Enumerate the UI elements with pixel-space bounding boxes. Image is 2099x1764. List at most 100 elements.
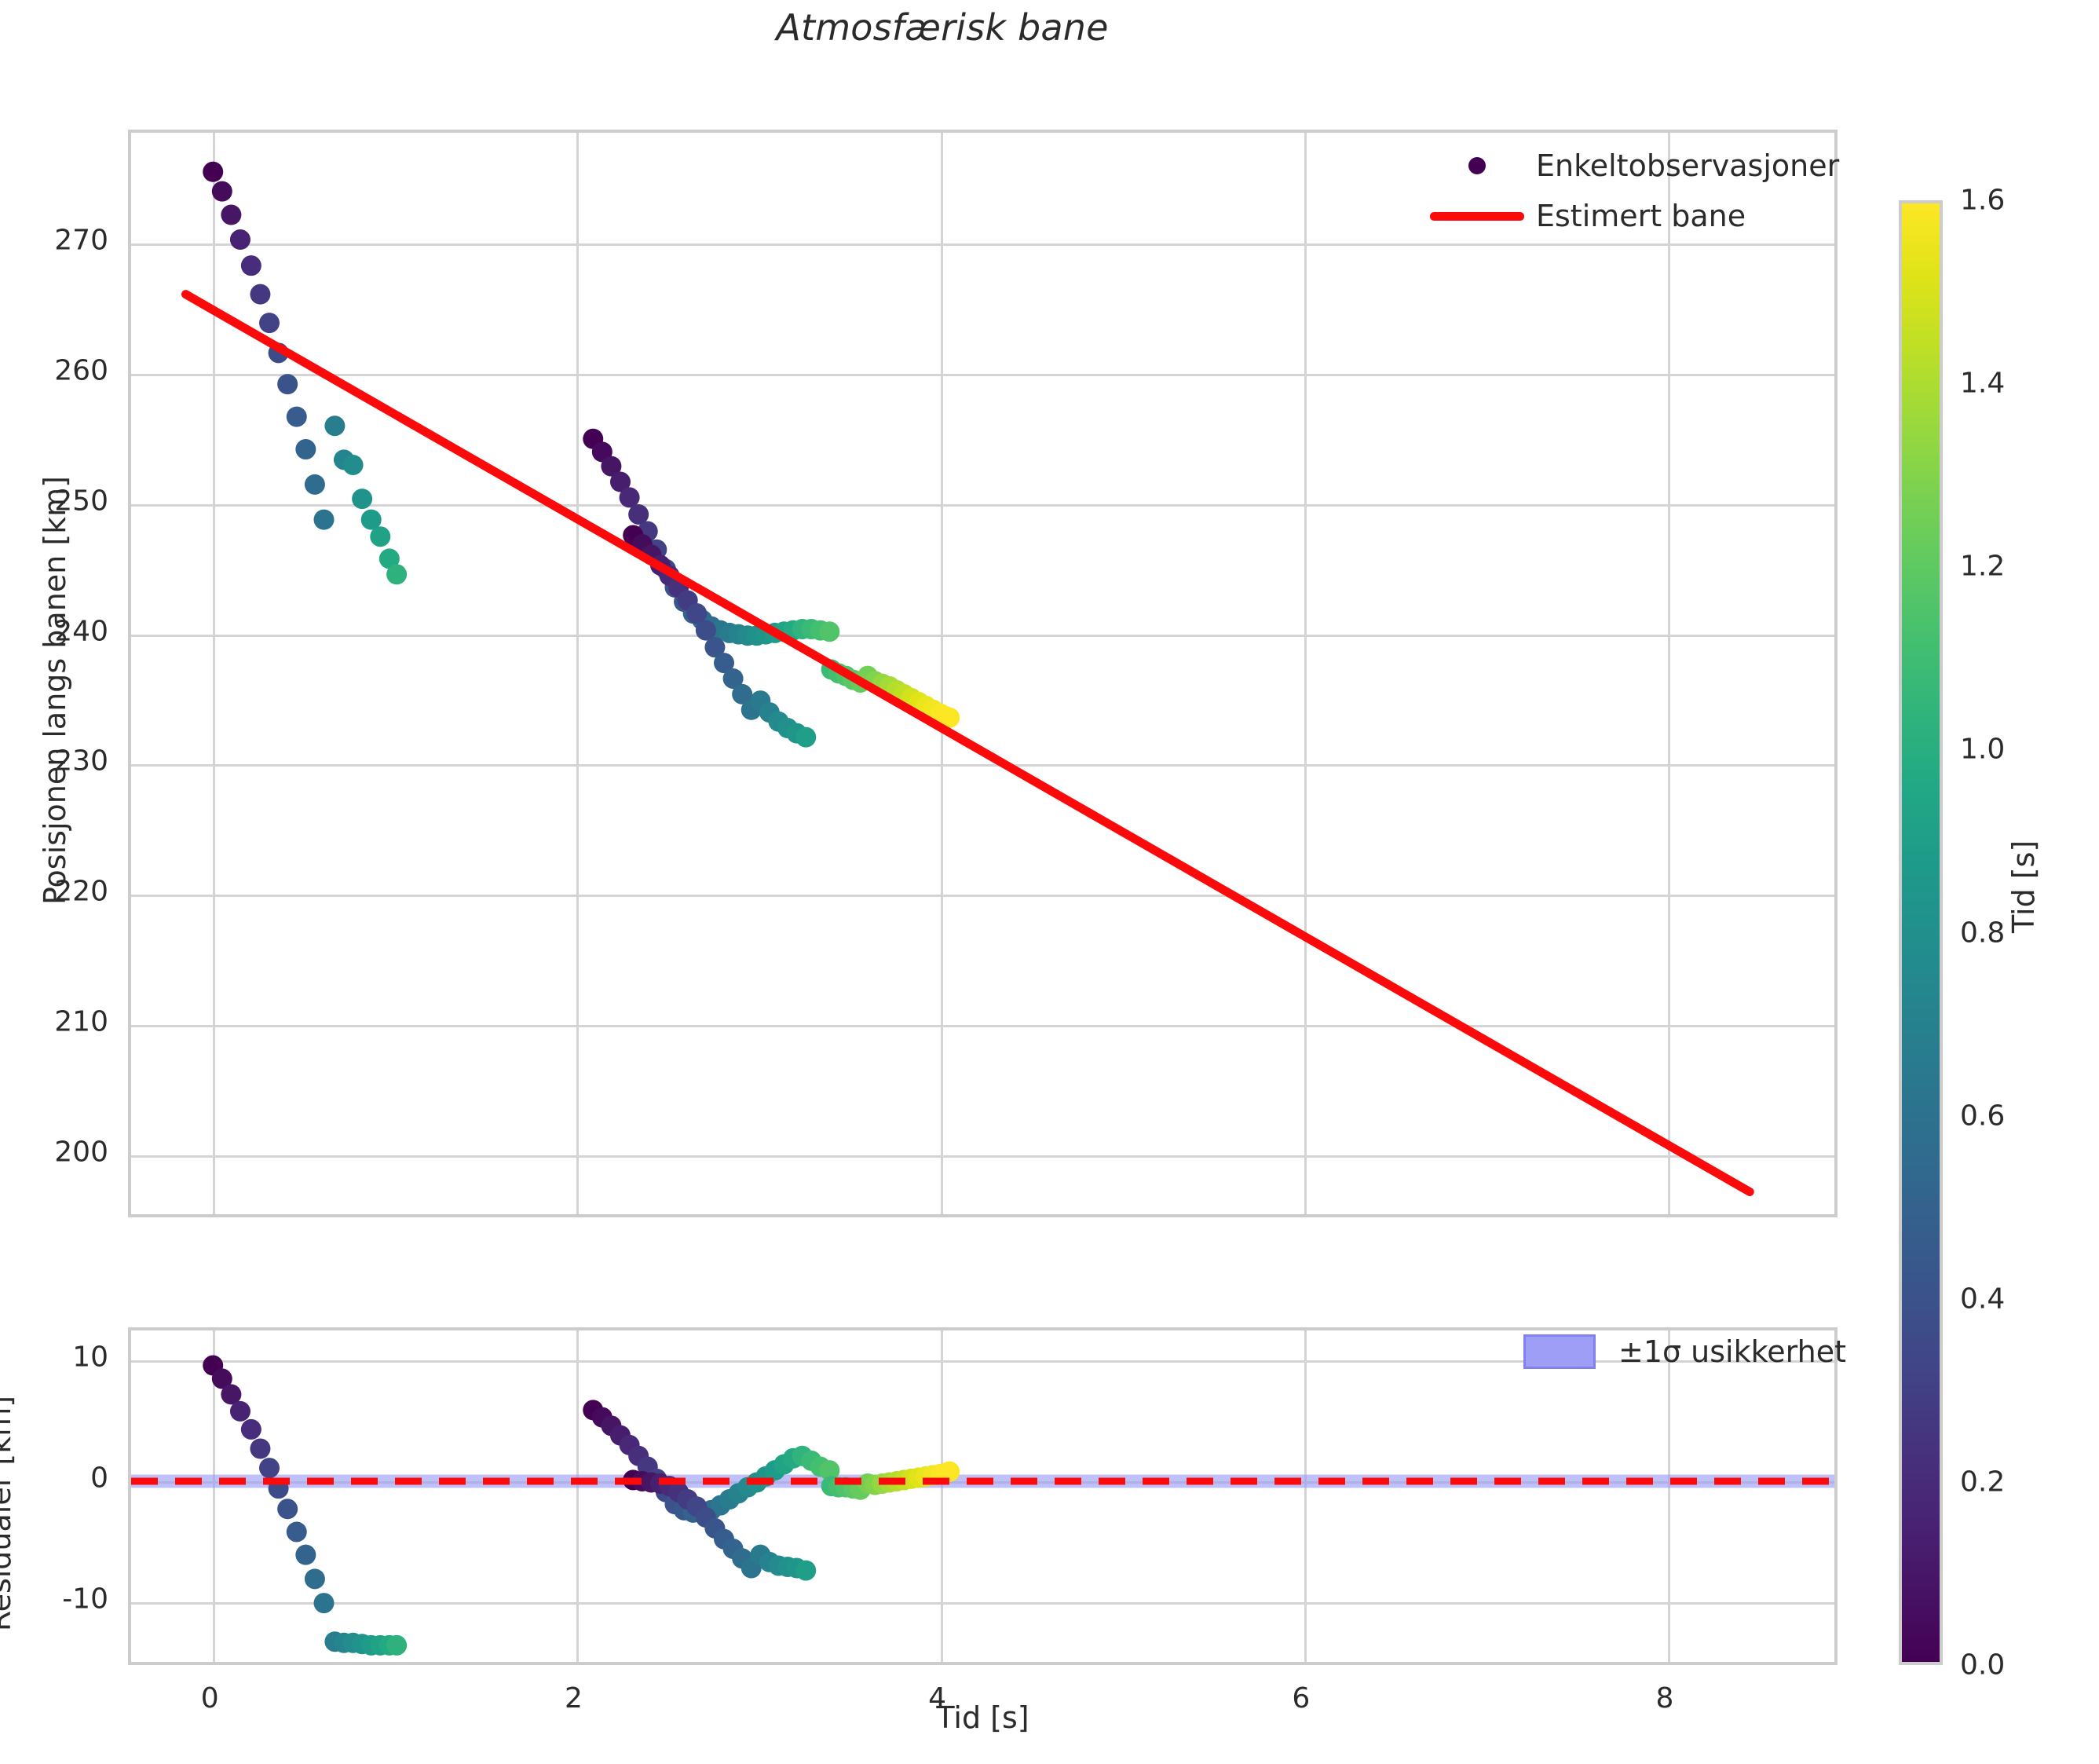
residual-point [250,1438,271,1459]
legend-item-fit: Estimert bane [1418,199,1839,233]
colorbar-tick-label: 0.8 [1960,917,2006,949]
data-point [352,489,373,510]
residual-point [386,1634,408,1656]
y-tick-label: 10 [72,1341,108,1374]
y-tick-label: 270 [54,224,108,257]
data-point [609,471,631,492]
residual-plot-axes [128,1327,1838,1665]
data-point [313,509,335,530]
colorbar-tick-label: 0.2 [1960,1466,2006,1499]
data-point [386,564,408,585]
residual-point [795,1560,817,1581]
gridline-horizontal [131,634,1834,637]
residual-point [939,1461,960,1482]
data-point [229,229,250,251]
residual-scatter-svg [131,1355,1834,1656]
y-tick-label: 210 [54,1005,108,1038]
gridline-vertical [940,1330,943,1662]
residual-point [259,1458,280,1479]
estimated-trajectory-line [181,290,1754,1197]
legend-item-observations: Enkeltobservasjoner [1418,148,1839,183]
residual-point [286,1521,307,1543]
residual-point [221,1384,242,1405]
gridline-vertical [213,133,216,1214]
data-point [295,439,316,460]
main-legend: Enkeltobservasjoner Estimert bane [1413,145,1844,236]
main-y-axis-title: Posisjonen langs banen [km] [38,475,72,906]
colorbar-tick-label: 0.6 [1960,1100,2006,1133]
data-point [722,668,744,689]
data-point [286,406,307,427]
page-title: Atmosfærisk bane [776,6,1109,49]
data-point [360,509,382,530]
residual-point [304,1568,325,1590]
residual-point [240,1418,261,1440]
gridline-vertical [1667,1330,1670,1662]
x-tick-label: 8 [1655,1682,1674,1715]
data-point [203,161,224,182]
data-point [324,415,346,437]
gridline-horizontal [131,1360,1834,1363]
gridline-horizontal [131,1155,1834,1158]
gridline-horizontal [131,764,1834,767]
gridline-horizontal [131,243,1834,246]
sigma-patch-icon [1501,1334,1618,1369]
data-point [695,620,716,641]
x-axis-title: Tid [s] [936,1700,1029,1735]
y-tick-label: 260 [54,354,108,387]
y-tick-label: 250 [54,485,108,518]
gridline-horizontal [131,1025,1834,1028]
main-scatter-svg [181,161,1754,1197]
data-point [211,181,232,202]
colorbar-gradient [1899,200,1943,1665]
residual-point [211,1368,232,1389]
main-plot-axes [128,130,1838,1217]
data-point [704,637,726,658]
colorbar-tick-label: 1.6 [1960,184,2006,217]
data-point [714,653,735,674]
gridline-vertical [1304,1330,1307,1662]
main-gridlines [131,133,1834,1214]
data-point [221,204,242,225]
residual-y-axis-title: Residualer [km] [0,1395,17,1632]
gridline-vertical [1667,133,1670,1214]
residual-points [203,1355,960,1656]
data-point [342,454,364,475]
residual-point [229,1400,250,1422]
data-point [370,526,391,547]
x-tick-label: 6 [1292,1682,1311,1715]
data-point [939,707,960,728]
gridline-vertical [576,1330,580,1662]
scatter-marker-icon [1418,157,1536,174]
legend-label-sigma: ±1σ usikkerhet [1618,1334,1846,1369]
colorbar-tick-label: 0.0 [1960,1649,2006,1682]
gridline-horizontal [131,503,1834,507]
line-swatch-icon [1418,211,1536,221]
gridline-horizontal [131,1601,1834,1605]
data-point [619,487,640,508]
data-point [795,726,817,748]
observation-points [203,161,960,748]
residual-point [277,1499,298,1520]
gridline-horizontal [131,373,1834,376]
data-point [686,603,708,624]
gridline-vertical [1304,133,1307,1214]
colorbar-tick-label: 1.0 [1960,733,2006,766]
gridline-vertical [940,133,943,1214]
legend-label-fit: Estimert bane [1536,199,1746,233]
colorbar-tick-label: 0.4 [1960,1283,2006,1316]
gridline-vertical [213,1330,216,1662]
colorbar: 0.0 0.2 0.4 0.6 0.8 1.0 1.2 1.4 1.6 [1899,185,2005,1682]
x-tick-label: 0 [200,1682,219,1715]
colorbar-tick-label: 1.2 [1960,550,2006,583]
gridline-horizontal [131,895,1834,898]
data-point [732,683,753,705]
residual-data-layer [131,1330,1834,1662]
data-point [304,474,325,495]
y-tick-label: 240 [54,615,108,648]
data-point [250,284,271,305]
y-tick-label: 230 [54,745,108,778]
y-tick-label: 220 [54,875,108,908]
y-tick-label: 200 [54,1136,108,1169]
